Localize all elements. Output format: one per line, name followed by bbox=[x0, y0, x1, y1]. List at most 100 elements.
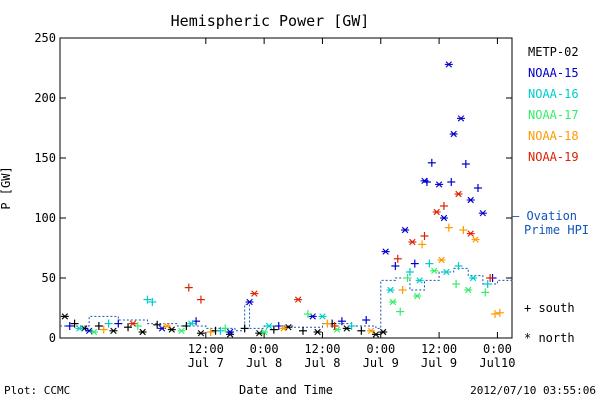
data-point-noaa-19-north bbox=[454, 190, 463, 198]
data-point-noaa-18-south bbox=[495, 308, 504, 317]
x-tick-label-date: Jul 9 bbox=[421, 356, 457, 370]
footer-right: 2012/07/10 03:55:06 bbox=[470, 384, 596, 397]
point-stroke bbox=[178, 327, 185, 334]
data-point-noaa-18-south bbox=[444, 223, 453, 232]
x-tick-label-time: 0:00 bbox=[483, 342, 512, 356]
point-stroke bbox=[139, 328, 146, 336]
point-stroke bbox=[309, 313, 316, 320]
legend-ovation-line1: — Ovation bbox=[512, 209, 577, 223]
data-point-metp-02-south bbox=[70, 319, 79, 328]
data-point-noaa-15-south bbox=[461, 160, 470, 168]
point-stroke bbox=[401, 226, 409, 234]
data-point-noaa-19-south bbox=[420, 232, 429, 240]
point-stroke bbox=[416, 277, 423, 284]
point-stroke bbox=[445, 61, 453, 68]
point-stroke bbox=[319, 313, 326, 320]
point-stroke bbox=[389, 298, 397, 306]
data-point-noaa-19-south bbox=[393, 254, 402, 263]
data-point-noaa-16-south bbox=[483, 280, 492, 288]
plot-area bbox=[59, 37, 513, 339]
data-point-noaa-18-south bbox=[206, 328, 215, 336]
data-point-noaa-16-south bbox=[405, 268, 414, 276]
data-point-noaa-15-north bbox=[456, 115, 465, 122]
data-point-noaa-15-north bbox=[478, 210, 487, 217]
data-point-noaa-19-north bbox=[294, 296, 303, 303]
point-stroke bbox=[85, 327, 93, 334]
data-point-noaa-17-south bbox=[481, 288, 490, 297]
data-point-noaa-15-south bbox=[337, 317, 346, 326]
point-stroke bbox=[457, 115, 465, 122]
data-point-noaa-17-north bbox=[388, 298, 397, 306]
legend-entry-metp-02: METP-02 bbox=[528, 45, 579, 59]
data-point-noaa-15-south bbox=[362, 316, 371, 324]
data-point-metp-02-south bbox=[357, 326, 366, 335]
x-tick-label-date: Jul 8 bbox=[246, 356, 282, 370]
point-stroke bbox=[76, 325, 83, 332]
data-point-noaa-15-north bbox=[444, 61, 453, 68]
data-point-noaa-16-north bbox=[442, 268, 451, 276]
data-point-noaa-16-north bbox=[469, 274, 478, 282]
data-point-metp-02-north bbox=[196, 330, 205, 337]
data-point-noaa-16-north bbox=[264, 322, 273, 330]
data-point-noaa-16-north bbox=[318, 313, 327, 320]
point-stroke bbox=[314, 328, 321, 336]
legend-entry-noaa-18: NOAA-18 bbox=[528, 129, 579, 143]
point-stroke bbox=[129, 320, 137, 327]
data-point-noaa-17-south bbox=[303, 310, 312, 318]
y-tick-label: 100 bbox=[34, 211, 56, 225]
chart-title: Hemispheric Power [GW] bbox=[171, 12, 370, 30]
data-point-metp-02-north bbox=[371, 331, 380, 338]
x-tick-label-time: 12:00 bbox=[304, 342, 340, 356]
data-point-noaa-19-south bbox=[196, 295, 205, 304]
data-point-noaa-17-south bbox=[396, 307, 405, 316]
data-point-noaa-15-south bbox=[427, 158, 436, 167]
data-point-noaa-16-south bbox=[104, 319, 113, 328]
legend-entry-noaa-19: NOAA-19 bbox=[528, 150, 579, 164]
legend: METP-02 NOAA-15 NOAA-16 NOAA-17 NOAA-18 NOAA-… bbox=[512, 45, 589, 237]
point-stroke bbox=[367, 327, 375, 334]
point-stroke bbox=[438, 256, 445, 264]
point-stroke bbox=[387, 286, 394, 294]
legend-entry-noaa-15: NOAA-15 bbox=[528, 66, 579, 80]
data-point-metp-02-north bbox=[255, 330, 264, 337]
data-point-noaa-15-south bbox=[391, 262, 400, 270]
x-tick-label-time: 0:00 bbox=[250, 342, 279, 356]
data-point-noaa-18-north bbox=[471, 236, 480, 243]
data-point-metp-02-south bbox=[153, 320, 162, 329]
legend-ovation-line2: Prime HPI bbox=[524, 223, 589, 237]
point-stroke bbox=[226, 328, 234, 336]
data-point-metp-02-north bbox=[167, 326, 176, 333]
x-tick-label-date: Jul10 bbox=[479, 356, 515, 370]
y-tick-label: 50 bbox=[42, 271, 56, 285]
point-stroke bbox=[465, 286, 472, 294]
data-point-noaa-16-south bbox=[425, 259, 434, 268]
data-point-noaa-15-north bbox=[466, 196, 475, 204]
data-point-noaa-19-south bbox=[439, 202, 448, 210]
data-point-noaa-16-south bbox=[148, 298, 157, 306]
data-point-noaa-15-north bbox=[245, 298, 254, 306]
data-point-metp-02-south bbox=[240, 324, 249, 333]
data-point-noaa-18-south bbox=[459, 226, 468, 234]
point-stroke bbox=[409, 238, 416, 246]
footer-left: Plot: CCMC bbox=[4, 384, 70, 397]
point-stroke bbox=[382, 248, 389, 255]
point-stroke bbox=[380, 328, 387, 336]
data-point-noaa-19-north bbox=[466, 230, 475, 237]
data-point-noaa-15-south bbox=[422, 178, 431, 186]
point-stroke bbox=[163, 322, 171, 330]
data-point-noaa-16-north bbox=[386, 286, 395, 294]
point-stroke bbox=[450, 130, 457, 138]
data-point-metp-02-north bbox=[284, 324, 293, 331]
data-point-noaa-18-south bbox=[323, 319, 332, 328]
data-point-noaa-17-north bbox=[177, 327, 186, 334]
x-tick-label-time: 12:00 bbox=[188, 342, 224, 356]
data-point-noaa-19-north bbox=[432, 208, 441, 216]
point-stroke bbox=[256, 330, 263, 337]
point-stroke bbox=[414, 292, 421, 300]
data-point-noaa-19-south bbox=[330, 322, 339, 330]
legend-entry-noaa-16: NOAA-16 bbox=[528, 87, 579, 101]
y-tick-label: 0 bbox=[49, 331, 56, 345]
point-stroke bbox=[472, 236, 479, 243]
y-tick-label: 200 bbox=[34, 91, 56, 105]
